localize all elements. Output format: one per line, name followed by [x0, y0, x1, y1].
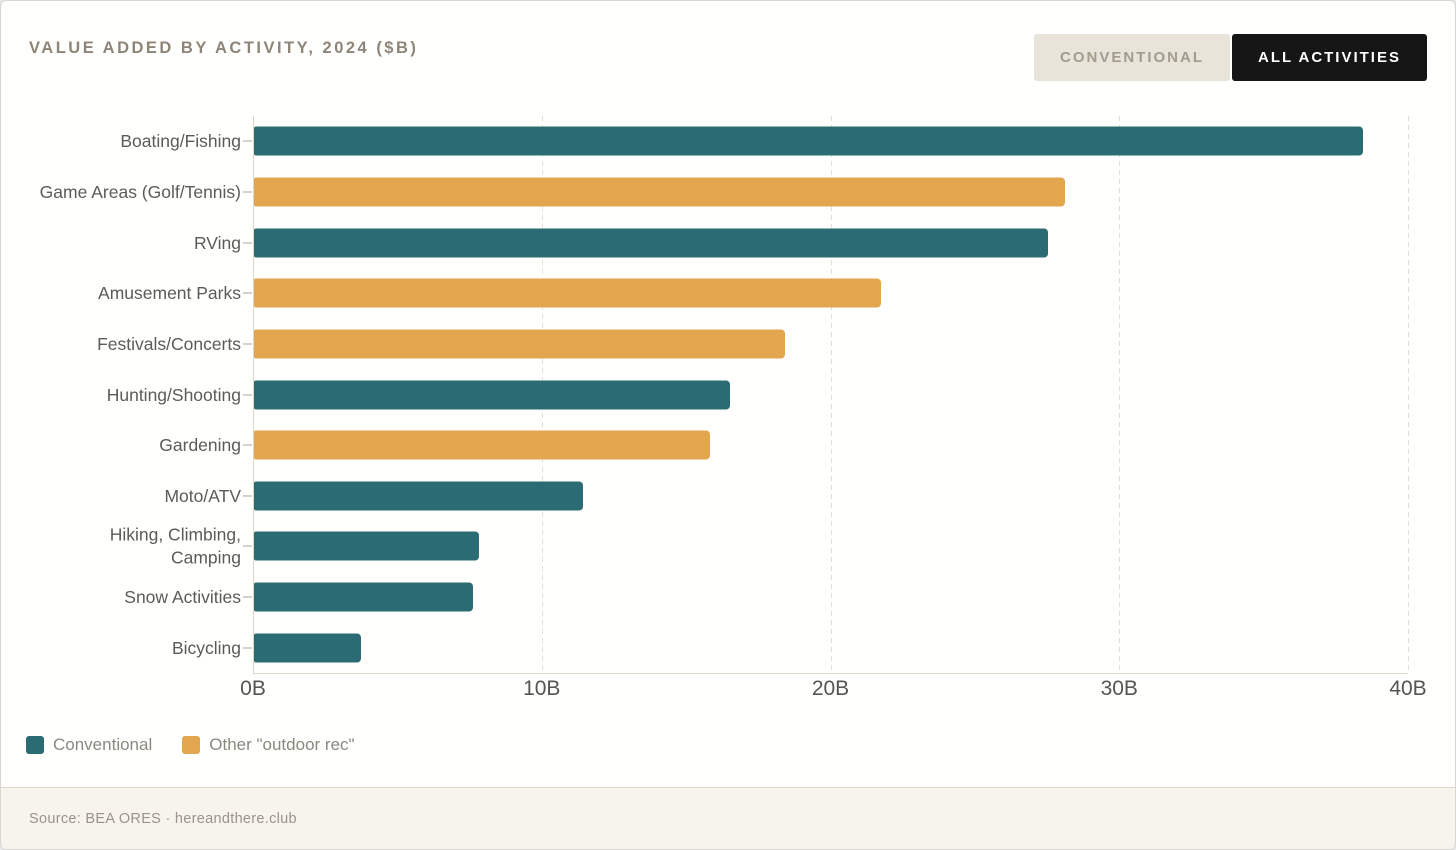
legend-item-other: Other "outdoor rec" — [182, 735, 355, 755]
gridline-20B — [830, 116, 832, 673]
toggle-all-activities-button[interactable]: ALL ACTIVITIES — [1231, 34, 1427, 81]
legend-item-conventional: Conventional — [26, 735, 152, 755]
category-label-rving: RVing — [193, 232, 241, 253]
bar-hiking-climbing-camping[interactable] — [254, 531, 480, 561]
gridline-40B — [1408, 116, 1409, 673]
category-tick-hiking-climbing-camping — [243, 545, 252, 547]
category-label-moto-atv: Moto/ATV — [164, 485, 241, 506]
bar-rving[interactable] — [254, 228, 1049, 258]
view-toggle: CONVENTIONAL ALL ACTIVITIES — [1033, 34, 1427, 81]
toggle-conventional-button[interactable]: CONVENTIONAL — [1033, 34, 1230, 81]
bar-bicycling[interactable] — [254, 633, 361, 663]
category-label-hunting-shooting: Hunting/Shooting — [106, 384, 241, 405]
bar-snow-activities[interactable] — [254, 582, 474, 612]
category-tick-amusement-parks — [243, 292, 252, 294]
category-label-hiking-climbing-camping: Hiking, Climbing, Camping — [109, 525, 241, 568]
category-label-amusement-parks: Amusement Parks — [98, 283, 241, 304]
category-label-gardening: Gardening — [159, 434, 241, 455]
bar-gardening[interactable] — [254, 430, 711, 460]
category-label-bicycling: Bicycling — [171, 637, 241, 658]
category-label-snow-activities: Snow Activities — [124, 586, 241, 607]
category-tick-game-areas-golf-tennis — [243, 191, 252, 193]
x-axis-line — [253, 673, 1408, 674]
footer-bar: Source: BEA ORES · hereandthere.club — [1, 787, 1455, 849]
category-tick-festivals-concerts — [243, 343, 252, 345]
bar-moto-atv[interactable] — [254, 481, 584, 511]
bar-amusement-parks[interactable] — [254, 278, 881, 308]
chart-title: VALUE ADDED BY ACTIVITY, 2024 ($B) — [29, 39, 419, 57]
category-tick-snow-activities — [243, 596, 252, 598]
category-tick-boating-fishing — [243, 140, 252, 142]
source-attribution: Source: BEA ORES · hereandthere.club — [29, 810, 297, 827]
category-label-game-areas-golf-tennis: Game Areas (Golf/Tennis) — [39, 181, 241, 202]
category-tick-rving — [243, 242, 252, 244]
category-tick-moto-atv — [243, 495, 252, 497]
gridline-30B — [1119, 116, 1121, 673]
category-tick-hunting-shooting — [243, 394, 252, 395]
x-axis-tick-label-20B: 20B — [811, 677, 850, 700]
bar-game-areas-golf-tennis[interactable] — [254, 177, 1066, 207]
bar-festivals-concerts[interactable] — [254, 329, 786, 359]
x-axis-tick-label-10B: 10B — [523, 677, 561, 700]
y-axis-line — [253, 116, 254, 673]
legend-label-other: Other "outdoor rec" — [209, 735, 355, 754]
chart-legend: Conventional Other "outdoor rec" — [26, 735, 355, 755]
category-tick-bicycling — [243, 647, 252, 649]
x-axis-tick-label-40B: 40B — [1389, 677, 1427, 700]
x-axis-tick-label-0B: 0B — [240, 677, 266, 700]
category-label-festivals-concerts: Festivals/Concerts — [97, 333, 241, 354]
bar-hunting-shooting[interactable] — [254, 380, 731, 409]
category-label-boating-fishing: Boating/Fishing — [120, 131, 241, 152]
bar-boating-fishing[interactable] — [254, 126, 1363, 156]
category-tick-gardening — [243, 444, 252, 446]
legend-swatch-other — [182, 736, 201, 754]
legend-label-conventional: Conventional — [53, 735, 153, 754]
x-axis-tick-label-30B: 30B — [1100, 677, 1138, 700]
legend-swatch-conventional — [26, 736, 44, 754]
